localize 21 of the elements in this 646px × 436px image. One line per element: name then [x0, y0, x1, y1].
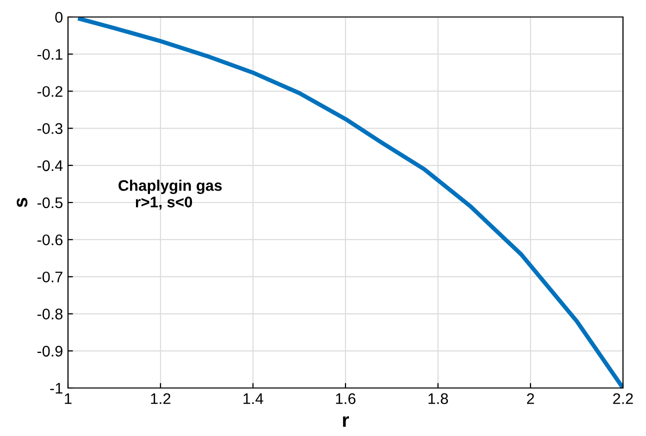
- x-tick-label: 1.8: [428, 393, 448, 404]
- y-tick-label: -0.5: [37, 197, 62, 208]
- y-tick-label: -0.9: [37, 346, 62, 357]
- y-tick-label: 0: [55, 12, 63, 23]
- y-tick-label: -0.8: [37, 308, 62, 320]
- x-tick-label: 2.2: [613, 393, 633, 404]
- y-tick-label: -0.1: [37, 48, 62, 60]
- y-tick-label: -0.4: [37, 160, 63, 172]
- y-axis-title: s: [16, 198, 28, 208]
- x-tick-label: 1.2: [151, 393, 170, 404]
- y-tick-label: -0.6: [37, 234, 62, 246]
- y-tick-label: -0.7: [37, 272, 62, 282]
- y-tick-label: -0.2: [37, 86, 62, 97]
- x-tick-label: 1: [64, 393, 72, 404]
- x-tick-label: 1.4: [244, 393, 264, 404]
- x-tick-label: 2: [527, 393, 534, 404]
- x-axis-title: r: [343, 416, 349, 427]
- y-tick-label: -0.3: [37, 123, 62, 134]
- annotation: Chaplygin gas r>1, s<0: [118, 180, 222, 210]
- y-tick-label: -1: [50, 383, 62, 394]
- x-tick-label: 1.6: [336, 393, 356, 404]
